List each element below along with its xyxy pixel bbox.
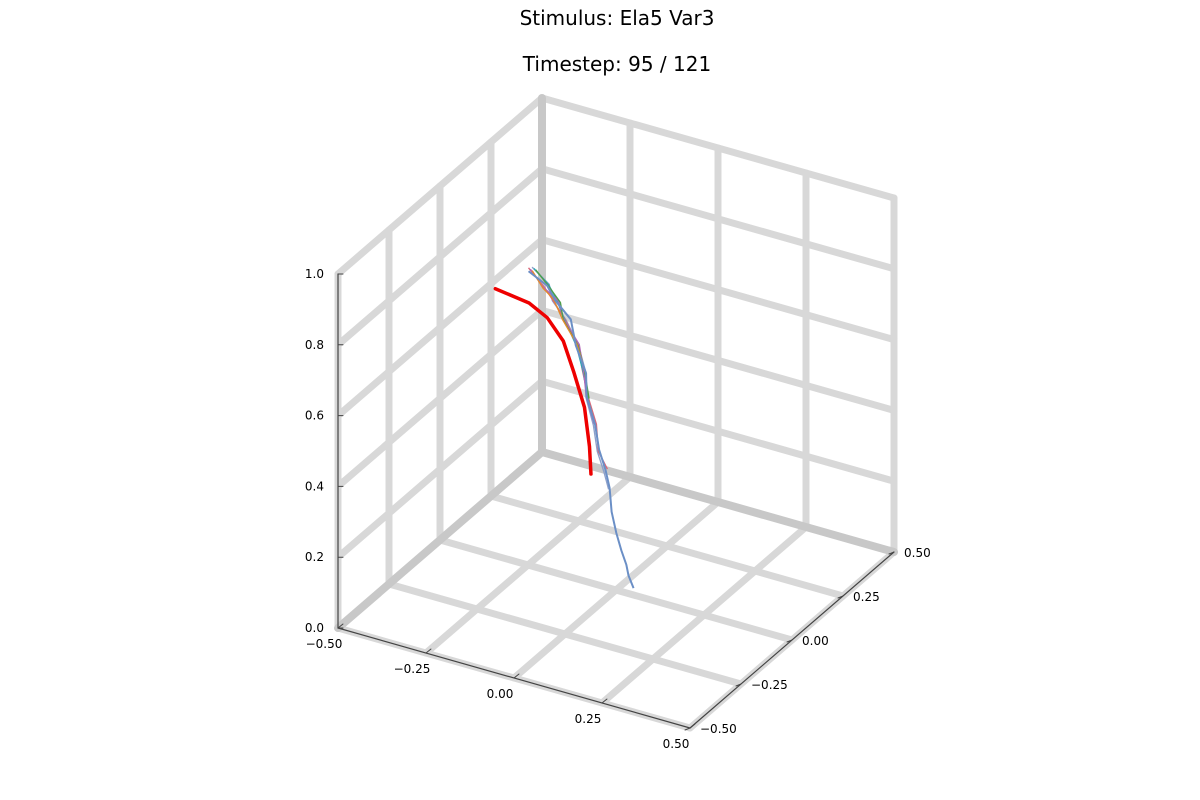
z-tick-label: 0.8 (305, 338, 324, 352)
grid-line-back-z (538, 165, 898, 273)
grid-line-back-z (538, 94, 898, 202)
data-series (493, 266, 635, 589)
grid-line-floor-y (436, 536, 796, 644)
grid-line-left-z (334, 377, 546, 561)
y-tick-mark (888, 551, 895, 555)
axes (334, 94, 898, 731)
y-tick-label: 0.25 (853, 590, 880, 604)
x-tick-mark (689, 723, 696, 729)
x-tick-mark (425, 648, 432, 654)
trajectory-line (531, 270, 587, 373)
grid-line-left-z (334, 94, 546, 278)
x-tick-label: 0.50 (663, 737, 690, 751)
x-tick-label: −0.50 (306, 637, 343, 651)
x-tick-label: 0.00 (487, 687, 514, 701)
grid-line-back-z (538, 306, 898, 414)
y-tick-mark (786, 639, 793, 643)
chart-subtitle: Timestep: 95 / 121 (522, 52, 711, 76)
grid-line-left-z (334, 306, 546, 490)
grid-line-back-z (538, 377, 898, 485)
grid-line-floor-y (487, 492, 847, 600)
floor-back-spine (538, 448, 898, 556)
x-tick-mark (601, 698, 608, 704)
grid-line-left-z (334, 165, 546, 349)
z-tick-label: 0.4 (305, 479, 324, 493)
grid-line-back-z (538, 236, 898, 344)
y-tick-label: −0.50 (700, 722, 737, 736)
x-tick-label: −0.25 (394, 662, 431, 676)
y-tick-label: 0.00 (802, 634, 829, 648)
y-tick-mark (837, 595, 844, 599)
grid-line-floor-y (385, 580, 745, 688)
x-tick-mark (513, 673, 520, 679)
y-tick-mark (735, 683, 742, 687)
z-tick-label: 0.0 (305, 621, 324, 635)
z-tick-label: 0.2 (305, 550, 324, 564)
floor-left-spine (334, 448, 546, 632)
trajectory-line (527, 270, 635, 589)
z-tick-label: 0.6 (305, 409, 324, 423)
grid-line-left-z (334, 236, 546, 420)
x-tick-mark (337, 623, 344, 629)
y-tick-mark (684, 727, 691, 731)
chart-title: Stimulus: Ela5 Var3 (520, 6, 715, 30)
z-tick-label: 1.0 (305, 267, 324, 281)
tick-labels: 0.0 0.2 0.4 0.6 0.8 1.0 −0.50 −0.25 0.00 0.25 0.50… (305, 267, 931, 751)
y-tick-label: −0.25 (751, 678, 788, 692)
x-tick-label: 0.25 (575, 712, 602, 726)
y-tick-label: 0.50 (904, 546, 931, 560)
reference-line (493, 286, 593, 476)
